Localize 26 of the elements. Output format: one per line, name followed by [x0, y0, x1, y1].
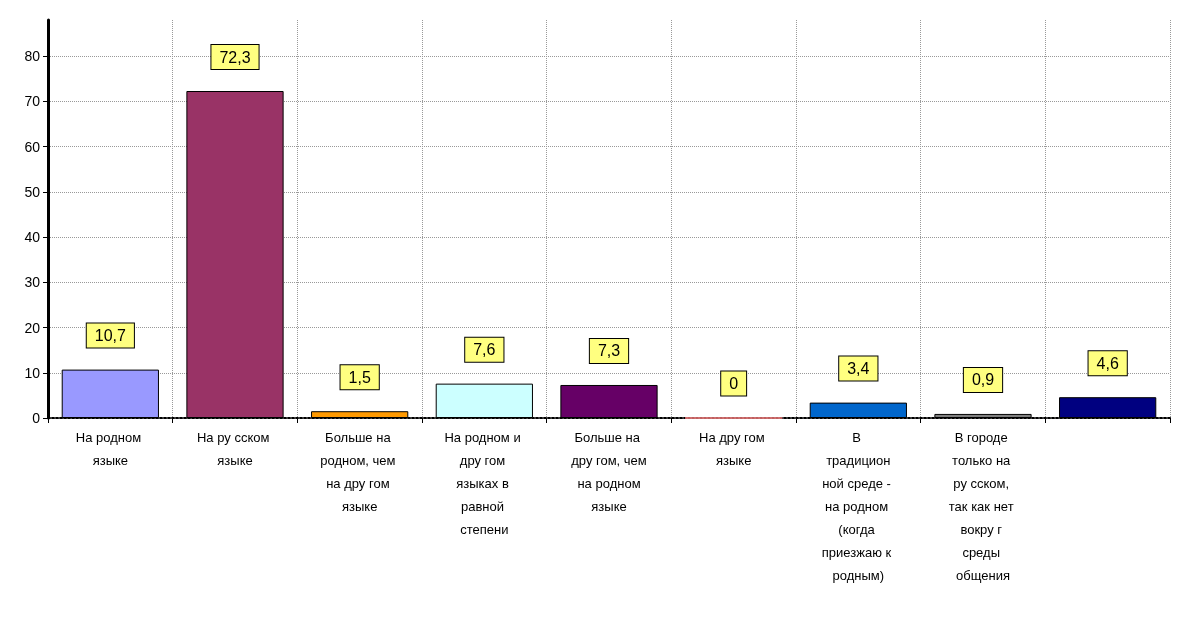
y-tick-label: 40 [24, 229, 41, 246]
data-label: 7,6 [473, 341, 496, 359]
y-tick-label: 30 [24, 274, 41, 291]
data-label: 10,7 [94, 327, 127, 345]
x-tick-label: Больше на родном, чем на дру гом языке [320, 430, 400, 514]
x-tick-label: На дру гом языке [699, 430, 769, 468]
x-tick-label: В традиционной среде - на родном (когда приезжаю к родным) [821, 430, 895, 583]
y-tick-label: 10 [24, 364, 41, 381]
y-tick-label: 50 [24, 183, 41, 200]
data-label: 4,6 [1096, 354, 1119, 372]
data-label: 3,4 [847, 360, 870, 378]
x-tick-label: На родном языке [75, 430, 145, 468]
data-label: 72,3 [219, 48, 251, 66]
data-label: 0 [729, 375, 739, 392]
y-tick-label: 80 [24, 48, 41, 65]
data-label: 7,3 [597, 342, 621, 360]
data-label: 0,9 [971, 371, 995, 389]
x-tick-label: Больше на дру гом, чем на родном языке [571, 430, 647, 514]
y-tick-label: 0 [32, 410, 41, 426]
x-tick-label: На ру сском языке [196, 430, 274, 468]
y-tick-label: 60 [24, 138, 41, 155]
data-label: 1,5 [348, 368, 371, 386]
x-tick-label: На родном и дру гом языках в равной степени [444, 430, 525, 537]
y-tick-label: 70 [24, 93, 41, 110]
y-tick-label: 20 [24, 319, 41, 336]
x-tick-label: В городе только на ру сском, так как нет вокру г среды общения [948, 430, 1018, 583]
